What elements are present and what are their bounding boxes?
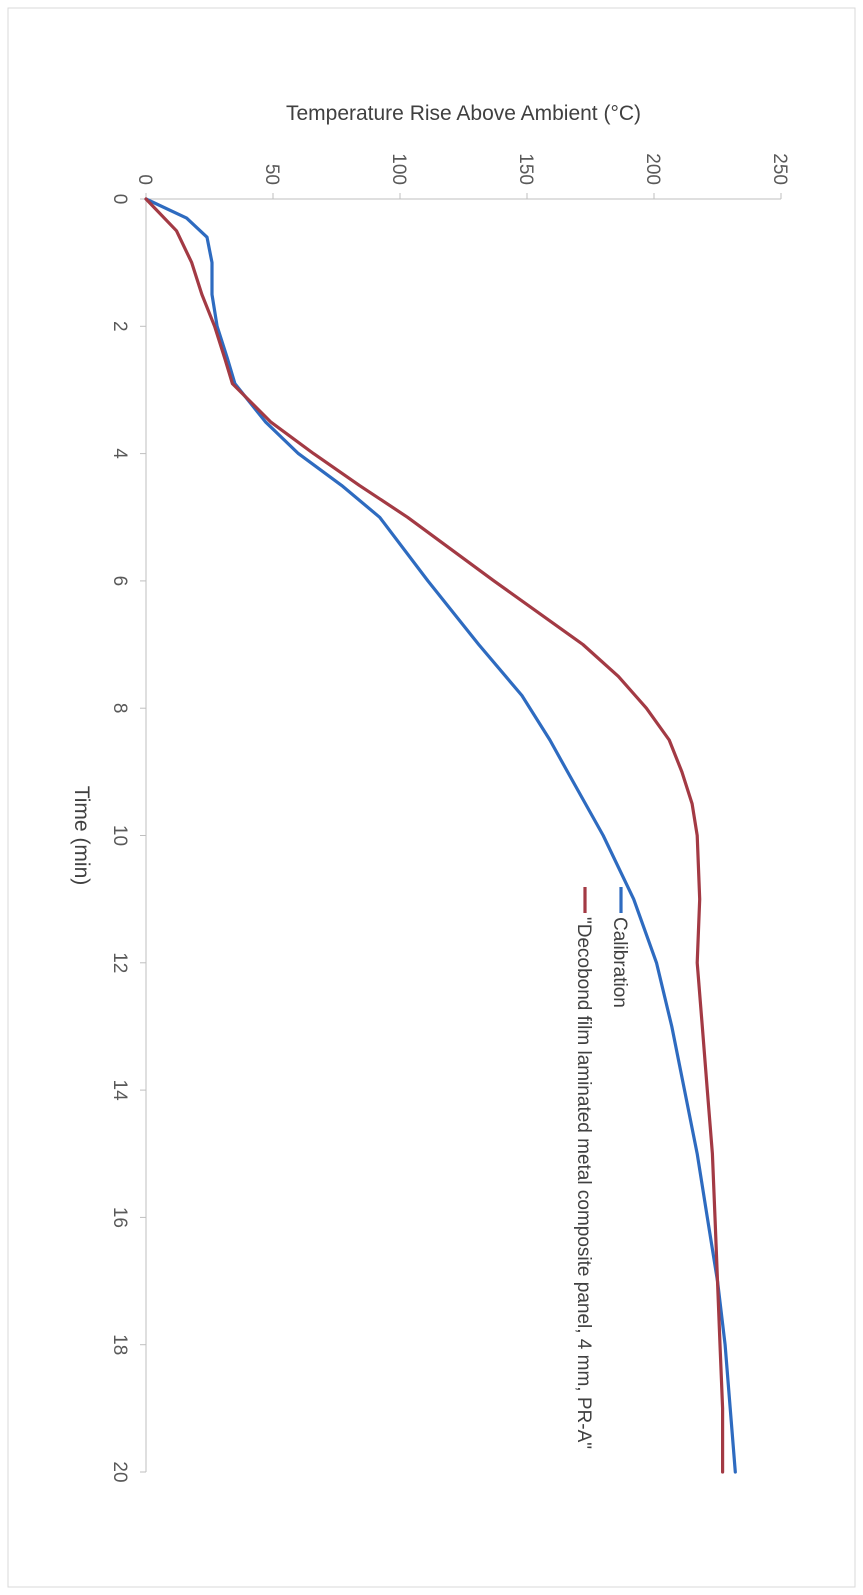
x-tick-label: 16 bbox=[109, 1207, 130, 1228]
series-line-1 bbox=[144, 197, 725, 1474]
chart-border bbox=[7, 7, 856, 1588]
y-tick-label: 100 bbox=[388, 153, 409, 185]
x-tick-label: 18 bbox=[109, 1334, 130, 1355]
series-line-0 bbox=[144, 197, 737, 1474]
x-tick-label: 14 bbox=[109, 1080, 130, 1102]
x-tick-label: 6 bbox=[109, 576, 130, 587]
x-tick-label: 4 bbox=[109, 448, 130, 459]
y-tick-label: 150 bbox=[515, 153, 536, 185]
legend-label-calibration: Calibration bbox=[609, 917, 630, 1008]
y-axis-title: Temperature Rise Above Ambient (°C) bbox=[286, 102, 641, 125]
x-axis-title: Time (min) bbox=[70, 786, 93, 886]
y-tick-label: 200 bbox=[642, 153, 663, 185]
x-tick-label: 0 bbox=[109, 194, 130, 205]
y-tick-label: 0 bbox=[134, 174, 155, 185]
x-tick-label: 2 bbox=[109, 321, 130, 332]
series-layer bbox=[144, 197, 737, 1474]
x-tick-label: 20 bbox=[109, 1461, 130, 1482]
y-axis-ticks: 0 50 100 150 200 250 bbox=[134, 153, 790, 199]
y-tick-label: 50 bbox=[261, 164, 282, 185]
x-tick-label: 10 bbox=[109, 825, 130, 846]
legend-label-decobond: "Decobond film laminated metal composite… bbox=[573, 917, 594, 1449]
y-tick-label: 250 bbox=[769, 153, 790, 185]
legend: Calibration "Decobond film laminated met… bbox=[573, 887, 630, 1449]
chart-rotated-group: 0 2 4 6 8 10 12 14 16 18 20 0 50 100 150 200 250 Time (… bbox=[7, 7, 856, 1588]
x-axis-ticks: 0 2 4 6 8 10 12 14 16 18 20 bbox=[109, 194, 146, 1483]
x-tick-label: 8 bbox=[109, 703, 130, 714]
x-tick-label: 12 bbox=[109, 952, 130, 973]
